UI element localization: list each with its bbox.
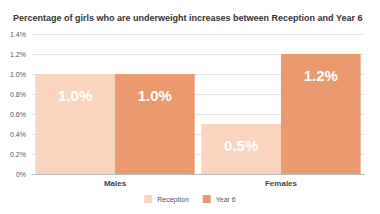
svg-text:0.4%: 0.4%	[10, 131, 26, 138]
svg-text:1.4%: 1.4%	[10, 31, 26, 38]
svg-text:1.2%: 1.2%	[304, 67, 338, 84]
svg-text:0%: 0%	[16, 171, 26, 178]
svg-text:1.0%: 1.0%	[138, 87, 172, 104]
svg-text:0.8%: 0.8%	[10, 91, 26, 98]
svg-text:1.0%: 1.0%	[10, 71, 26, 78]
svg-text:Females: Females	[265, 179, 298, 188]
svg-text:Reception: Reception	[157, 196, 189, 204]
svg-text:0.5%: 0.5%	[224, 137, 258, 154]
svg-text:Percentage of girls who are un: Percentage of girls who are underweight …	[13, 13, 362, 23]
svg-text:1.2%: 1.2%	[10, 51, 26, 58]
svg-text:Males: Males	[104, 179, 127, 188]
svg-text:0.6%: 0.6%	[10, 111, 26, 118]
svg-text:Year 6: Year 6	[216, 196, 236, 203]
svg-text:0.2%: 0.2%	[10, 151, 26, 158]
svg-text:1.0%: 1.0%	[58, 87, 92, 104]
